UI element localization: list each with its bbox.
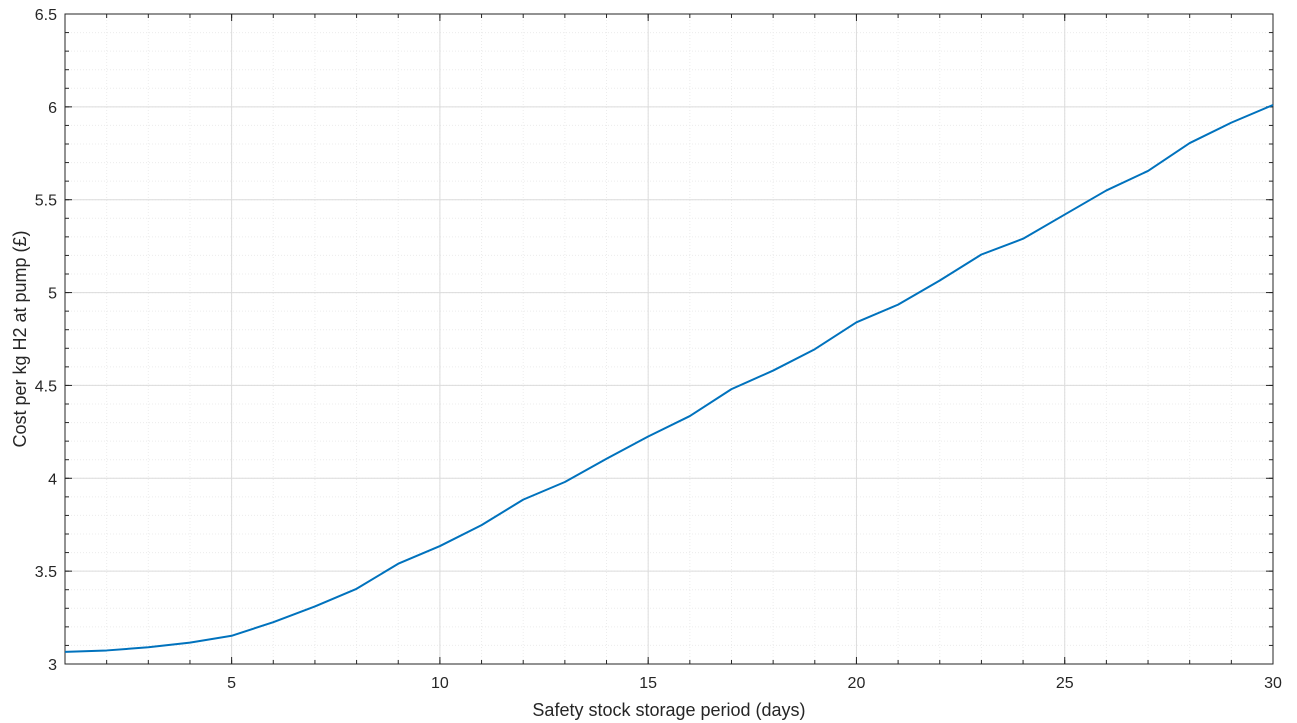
- minor-grid: [64, 13, 1274, 665]
- x-tick-label: 25: [1056, 675, 1074, 692]
- y-tick-label: 6.5: [35, 7, 57, 24]
- axis-ticks: [64, 13, 1274, 665]
- y-axis-label: Cost per kg H2 at pump (£): [10, 230, 30, 447]
- x-tick-label: 20: [848, 675, 866, 692]
- y-tick-label: 3: [48, 657, 57, 674]
- series-line: [64, 104, 1274, 653]
- series-layer: [64, 104, 1274, 653]
- y-tick-label: 4: [48, 471, 57, 488]
- plot-frame: [64, 13, 1274, 665]
- x-tick-labels: 5 10 15 20 25 30: [227, 675, 1282, 692]
- y-tick-label: 6: [48, 100, 57, 117]
- y-tick-label: 5.5: [35, 193, 57, 210]
- y-tick-label: 5: [48, 286, 57, 303]
- x-tick-label: 15: [639, 675, 657, 692]
- major-grid: [65, 13, 1274, 665]
- x-axis-label: Safety stock storage period (days): [532, 700, 805, 720]
- y-tick-label: 3.5: [35, 564, 57, 581]
- x-tick-label: 10: [431, 675, 449, 692]
- y-tick-label: 4.5: [35, 378, 57, 395]
- y-tick-labels: 3 3.5 4 4.5 5 5.5 6 6.5: [35, 7, 57, 674]
- x-tick-label: 5: [227, 675, 236, 692]
- x-tick-label: 30: [1264, 675, 1282, 692]
